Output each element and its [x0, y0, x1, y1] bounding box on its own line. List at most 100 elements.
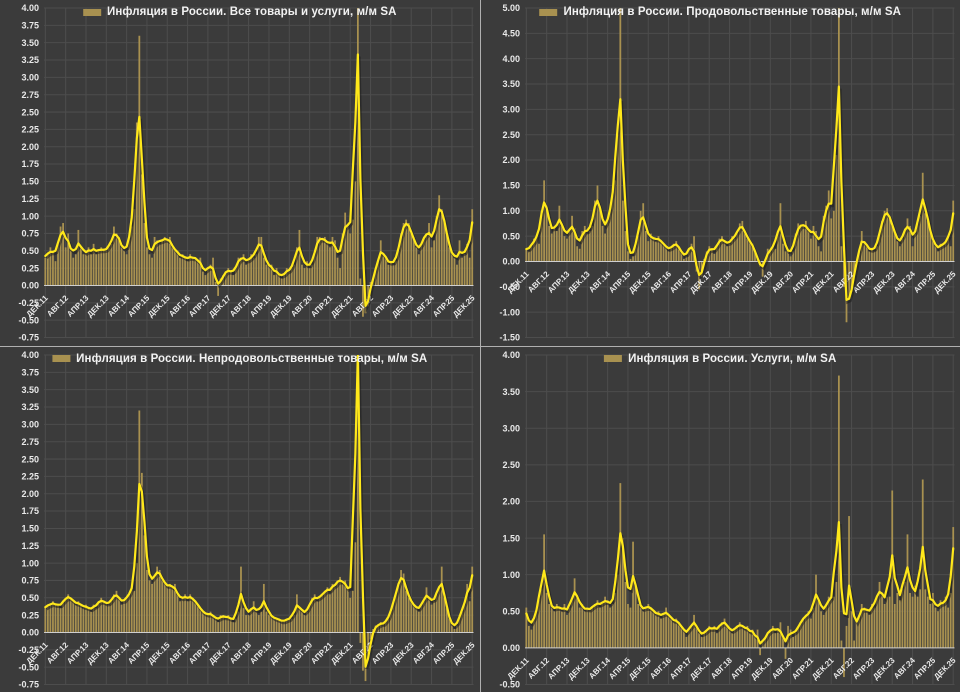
svg-text:ДЕК.21: ДЕК.21: [329, 293, 355, 319]
svg-text:ДЕК.13: ДЕК.13: [85, 640, 111, 666]
legend-swatch-icon: [82, 8, 101, 16]
svg-text:ДЕК.19: ДЕК.19: [268, 640, 294, 666]
svg-text:3.50: 3.50: [22, 384, 40, 394]
svg-text:0.50: 0.50: [502, 606, 520, 616]
svg-text:ДЕК.25: ДЕК.25: [932, 655, 958, 681]
svg-text:ДЕК.19: ДЕК.19: [749, 655, 775, 681]
legend-headline: Инфляция в России. Все товары и услуги, …: [82, 6, 397, 18]
svg-text:0.75: 0.75: [22, 575, 40, 585]
svg-text:3.50: 3.50: [502, 386, 520, 396]
svg-text:ДЕК.25: ДЕК.25: [932, 269, 958, 295]
svg-text:ДЕК.25: ДЕК.25: [451, 640, 477, 666]
chart-panel-services: Инфляция в России. Услуги, м/м SA 4.00 3.…: [480, 346, 960, 692]
svg-text:ДЕК.13: ДЕК.13: [85, 293, 111, 319]
chart-canvas-headline: 4.00 3.75 3.50 3.25 3.00 2.75 2.50 2.25 2.00 1.75…: [19, 3, 477, 343]
svg-text:ДЕК.15: ДЕК.15: [627, 655, 653, 681]
svg-text:ДЕК.23: ДЕК.23: [871, 269, 897, 295]
svg-text:2.00: 2.00: [22, 142, 40, 152]
legend-label: Инфляция в России. Услуги, м/м SA: [628, 352, 837, 365]
svg-text:2.00: 2.00: [502, 496, 520, 506]
svg-text:-0.50: -0.50: [499, 282, 520, 292]
legend-food: Инфляция в России. Продовольственные тов…: [539, 6, 901, 18]
svg-text:3.25: 3.25: [22, 402, 40, 412]
svg-text:ДЕК.11: ДЕК.11: [505, 655, 531, 681]
svg-text:4.00: 4.00: [22, 3, 40, 13]
legend-label: Инфляция в России. Непродовольственные т…: [76, 352, 428, 365]
svg-text:ДЕК.19: ДЕК.19: [268, 293, 294, 319]
svg-text:2.50: 2.50: [22, 107, 40, 117]
svg-text:1.50: 1.50: [22, 177, 40, 187]
chart-canvas-services: 4.00 3.50 3.00 2.50 2.00 1.50 1.00 0.50 0.00 -0.5…: [499, 350, 958, 689]
svg-text:2.75: 2.75: [22, 90, 40, 100]
svg-text:-0.25: -0.25: [19, 645, 40, 655]
svg-text:2.00: 2.00: [22, 488, 40, 498]
legend-swatch-icon: [539, 8, 558, 16]
svg-text:-0.25: -0.25: [19, 298, 40, 308]
svg-text:1.00: 1.00: [22, 558, 40, 568]
svg-text:ДЕК.21: ДЕК.21: [810, 269, 836, 295]
svg-text:0.00: 0.00: [22, 281, 40, 291]
svg-text:ДЕК.13: ДЕК.13: [566, 655, 592, 681]
svg-text:4.00: 4.00: [502, 350, 520, 360]
svg-text:0.00: 0.00: [22, 627, 40, 637]
svg-text:ДЕК.21: ДЕК.21: [329, 640, 355, 666]
svg-text:2.00: 2.00: [502, 155, 520, 165]
chart-panel-nonfood: Инфляция в России. Непродовольственные т…: [0, 346, 480, 692]
svg-text:4.50: 4.50: [502, 29, 520, 39]
svg-text:ДЕК.15: ДЕК.15: [627, 269, 653, 295]
svg-text:5.00: 5.00: [502, 3, 520, 13]
svg-text:ДЕК.23: ДЕК.23: [871, 655, 897, 681]
legend-nonfood: Инфляция в России. Непродовольственные т…: [52, 353, 427, 365]
svg-text:ДЕК.21: ДЕК.21: [810, 655, 836, 681]
svg-text:ДЕК.17: ДЕК.17: [688, 655, 714, 681]
svg-text:2.50: 2.50: [502, 130, 520, 140]
svg-text:-0.50: -0.50: [19, 662, 40, 672]
svg-text:4.00: 4.00: [22, 350, 40, 360]
svg-text:0.50: 0.50: [22, 592, 40, 602]
svg-text:3.75: 3.75: [22, 367, 40, 377]
svg-text:1.75: 1.75: [22, 506, 40, 516]
svg-text:0.50: 0.50: [22, 246, 40, 256]
svg-text:3.00: 3.00: [22, 419, 40, 429]
svg-text:1.00: 1.00: [502, 569, 520, 579]
legend-label: Инфляция в России. Продовольственные тов…: [563, 6, 902, 18]
svg-text:2.25: 2.25: [22, 125, 40, 135]
chart-panel-headline: Инфляция в России. Все товары и услуги, …: [0, 0, 480, 346]
svg-text:-0.75: -0.75: [19, 333, 40, 343]
svg-text:2.50: 2.50: [502, 460, 520, 470]
svg-text:ДЕК.17: ДЕК.17: [207, 293, 233, 319]
svg-text:-0.75: -0.75: [19, 679, 40, 689]
svg-text:3.00: 3.00: [502, 105, 520, 115]
svg-text:0.50: 0.50: [502, 231, 520, 241]
svg-text:1.75: 1.75: [22, 159, 40, 169]
svg-text:2.75: 2.75: [22, 436, 40, 446]
svg-text:ДЕК.15: ДЕК.15: [146, 293, 172, 319]
svg-text:ДЕК.15: ДЕК.15: [146, 640, 172, 666]
svg-text:-0.50: -0.50: [499, 679, 520, 689]
svg-text:ДЕК.13: ДЕК.13: [566, 269, 592, 295]
svg-text:2.25: 2.25: [22, 471, 40, 481]
svg-text:1.25: 1.25: [22, 194, 40, 204]
svg-text:1.00: 1.00: [502, 206, 520, 216]
svg-text:3.00: 3.00: [22, 73, 40, 83]
svg-text:1.00: 1.00: [22, 211, 40, 221]
svg-text:-0.50: -0.50: [19, 315, 40, 325]
svg-text:2.50: 2.50: [22, 454, 40, 464]
chart-canvas-food: 5.00 4.50 4.00 3.50 3.00 2.50 2.00 1.50 1.00 0.50…: [499, 3, 958, 343]
svg-text:4.00: 4.00: [502, 54, 520, 64]
legend-swatch-icon: [604, 355, 623, 362]
svg-text:0.25: 0.25: [22, 610, 40, 620]
svg-text:ДЕК.25: ДЕК.25: [451, 293, 477, 319]
legend-swatch-icon: [52, 355, 71, 362]
svg-text:1.50: 1.50: [22, 523, 40, 533]
svg-text:3.50: 3.50: [22, 38, 40, 48]
svg-text:1.50: 1.50: [502, 533, 520, 543]
svg-text:0.25: 0.25: [22, 263, 40, 273]
chart-canvas-nonfood: 4.00 3.75 3.50 3.25 3.00 2.75 2.50 2.25 2.00 1.75…: [19, 350, 477, 689]
svg-text:0.75: 0.75: [22, 229, 40, 239]
svg-text:3.50: 3.50: [502, 79, 520, 89]
svg-text:-1.50: -1.50: [499, 333, 520, 343]
svg-text:ДЕК.17: ДЕК.17: [207, 640, 233, 666]
chart-panel-food: Инфляция в России. Продовольственные тов…: [480, 0, 960, 346]
